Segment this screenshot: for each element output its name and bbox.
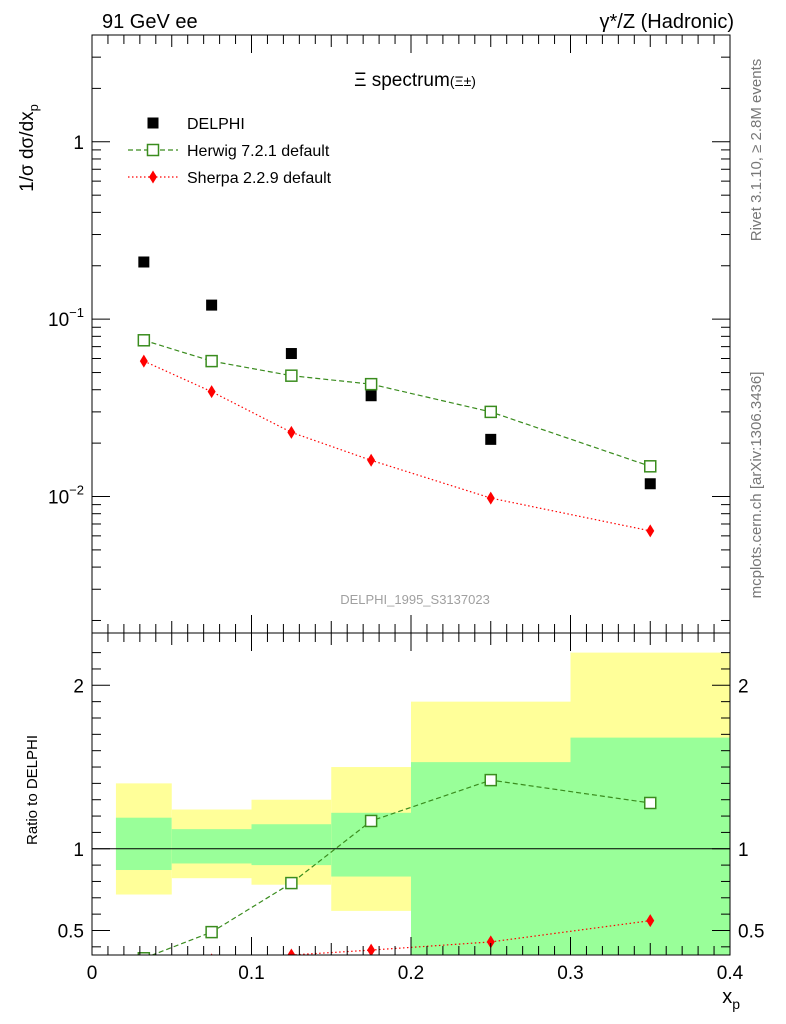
x-tick-label: 0.3: [557, 963, 583, 984]
ratio-series-1-point: [137, 952, 151, 955]
main-series-1-point: [364, 377, 378, 391]
x-tick-label: 0.4: [717, 963, 744, 984]
ratio-series-1-point: [285, 876, 298, 890]
x-axis-label-sub: p: [732, 996, 740, 1012]
ratio-series-1-point: [205, 925, 218, 939]
main-series-0-point: [644, 478, 656, 490]
main-series-2-point: [207, 385, 216, 399]
header-right: γ*/Z (Hadronic): [600, 11, 734, 33]
main-y-axis-label: 1/σ dσ/dxp: [17, 104, 41, 192]
legend-marker: [149, 170, 157, 184]
ratio-band-inner: [115, 817, 172, 871]
legend: DELPHI Herwig 7.2.1 default Sherpa 2.2.9 d…: [128, 116, 332, 187]
main-series-0-point: [485, 433, 497, 445]
site-info: mcplots.cern.ch [arXiv:1306.3436]: [748, 372, 765, 599]
svg-text:Ξ spectrum(Ξ±): Ξ spectrum(Ξ±): [354, 70, 476, 91]
ratio-band-inner: [411, 762, 571, 955]
main-series-1-point: [644, 460, 657, 473]
ratio-series-2-point: [287, 948, 296, 955]
watermark: DELPHI_1995_S3137023: [340, 592, 490, 607]
ratio-series-1-point: [484, 773, 497, 787]
ratio-y-tick-label-right: 2: [738, 676, 749, 697]
ratio-band-inner: [251, 824, 332, 866]
main-series-group: [137, 256, 657, 538]
main-title: Ξ spectrum(Ξ±): [354, 70, 476, 91]
ratio-band-inner: [171, 829, 252, 864]
main-y-tick-label: 10−1: [48, 305, 84, 331]
main-series-2-point: [367, 453, 376, 467]
main-y-tick-label: 1: [73, 133, 84, 154]
legend-label: DELPHI: [187, 116, 245, 133]
main-series-0-point: [138, 256, 150, 268]
x-tick-label: 0.1: [238, 963, 264, 984]
main-series-1-point: [137, 334, 151, 347]
legend-marker: [147, 117, 159, 129]
ratio-series-2-point: [140, 962, 148, 975]
main-series-0-point: [285, 348, 297, 360]
main-series-1-line: [143, 339, 651, 467]
x-axis-label-text: x: [722, 986, 732, 1008]
main-series-2-point: [646, 524, 655, 538]
main-series-1-point: [205, 354, 218, 368]
axes-group: 1 10−1 10−2 0 0.1 0.2 0.3 0.4 0.5 0.5 1 1 2 2: [48, 34, 764, 984]
main-series-1-point: [484, 405, 497, 419]
legend-marker: [146, 143, 160, 157]
header-left: 91 GeV ee: [102, 11, 198, 33]
ratio-y-tick-label-left: 1: [73, 840, 84, 861]
main-title-suffix: (Ξ±): [450, 73, 476, 89]
ratio-y-axis-label: Ratio to DELPHI: [24, 735, 41, 845]
ratio-series-1-point: [364, 814, 378, 828]
ratio-series-1-point: [644, 796, 657, 810]
x-tick-label: 0: [87, 963, 98, 984]
ratio-series-1-line: [150, 779, 651, 955]
ratio-series-2-point: [486, 935, 495, 949]
ratio-series-2-point: [646, 914, 655, 928]
legend-label: Sherpa 2.2.9 default: [187, 170, 332, 187]
main-title-text: Ξ spectrum: [354, 70, 450, 91]
ratio-y-tick-label-left: 2: [73, 676, 84, 697]
main-series-2-point: [287, 425, 296, 439]
main-y-tick-label: 10−2: [48, 483, 84, 509]
main-series-0-point: [365, 390, 377, 402]
ratio-y-tick-label-right: 1: [738, 840, 749, 861]
main-y-axis-label-sub: p: [26, 104, 41, 111]
main-series-0-point: [206, 299, 218, 311]
main-series-2-point: [139, 354, 148, 368]
legend-label: Herwig 7.2.1 default: [187, 143, 330, 160]
x-axis-label: xp: [722, 986, 740, 1012]
ratio-y-tick-label-right: 0.5: [738, 921, 764, 942]
ratio-series-2-point: [367, 943, 376, 955]
main-series-2-line: [143, 360, 651, 532]
main-y-axis-label-text: 1/σ dσ/dx: [17, 111, 38, 192]
ratio-y-tick-label-left: 0.5: [58, 921, 84, 942]
ratio-uncertainty-bands: [115, 652, 730, 955]
main-series-2-point: [486, 491, 495, 505]
rivet-info: Rivet 3.1.10, ≥ 2.8M events: [748, 59, 765, 242]
x-tick-label: 0.2: [398, 963, 424, 984]
main-series-1-point: [285, 369, 298, 382]
